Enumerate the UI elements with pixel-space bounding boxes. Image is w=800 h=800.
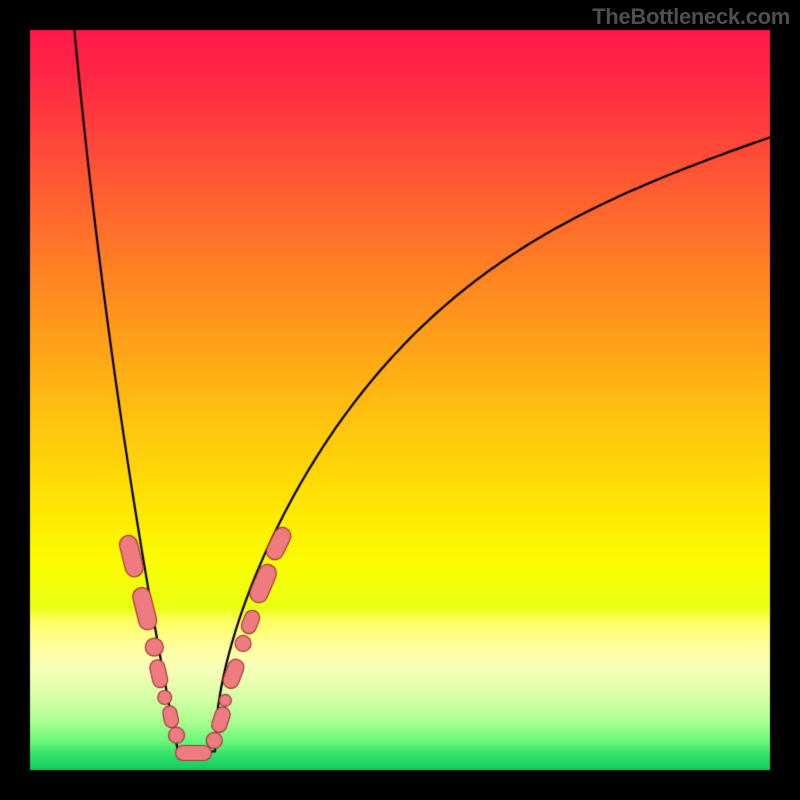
watermark-text: TheBottleneck.com xyxy=(592,4,790,30)
bottleneck-chart-canvas xyxy=(0,0,800,800)
